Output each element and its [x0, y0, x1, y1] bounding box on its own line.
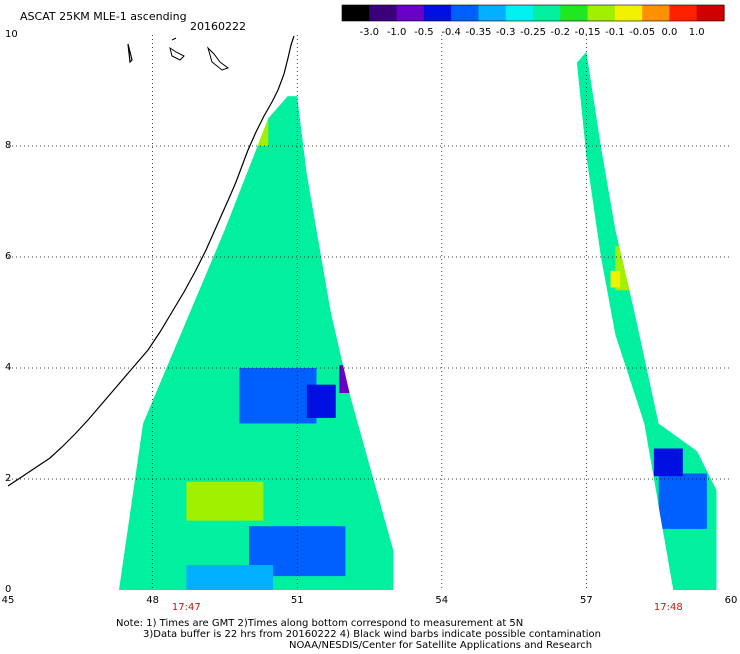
colorbar [341, 4, 725, 22]
swath-cell [239, 368, 317, 424]
coastline-island-2 [169, 46, 185, 61]
swath-cell [610, 270, 621, 288]
colorbar-bin [642, 5, 671, 21]
chart-title: ASCAT 25KM MLE-1 ascending [20, 10, 187, 23]
note-line-3: NOAA/NESDIS/Center for Satellite Applica… [289, 640, 592, 650]
swath-cell [186, 565, 274, 590]
colorbar-bin [560, 5, 589, 21]
colorbar-bin [696, 5, 725, 21]
west-swath [118, 96, 394, 590]
swath-cell [306, 384, 336, 418]
colorbar-label: -1.0 [387, 27, 407, 38]
colorbar-label: -0.1 [605, 27, 625, 38]
grid-lines [8, 35, 731, 590]
colorbar-bin [396, 5, 425, 21]
swath-cell [186, 481, 264, 521]
colorbar-label: -0.3 [496, 27, 516, 38]
colorbar-bin [614, 5, 643, 21]
note-line-1: Note: 1) Times are GMT 2)Times along bot… [116, 618, 523, 629]
coastline-island-1 [127, 43, 133, 64]
colorbar-label: -0.25 [520, 27, 546, 38]
x-tick-label: 45 [2, 595, 15, 606]
colorbar-label: -0.35 [465, 27, 491, 38]
coastline-island-4 [171, 37, 177, 41]
coastline-island-3 [206, 46, 230, 71]
colorbar-bin [533, 5, 561, 21]
x-tick-label: 60 [725, 595, 738, 606]
y-axis-ticks: 0 2 4 6 8 10 [5, 29, 18, 595]
pass-time-label: 17:47 [172, 602, 201, 613]
y-tick-label: 4 [5, 362, 11, 373]
colorbar-label: -0.2 [551, 27, 571, 38]
swath-cell [658, 473, 707, 529]
y-tick-label: 0 [5, 584, 11, 595]
colorbar-label: 1.0 [689, 27, 705, 38]
colorbar-label: -3.0 [360, 27, 380, 38]
colorbar-bin [587, 5, 616, 21]
colorbar-bin [478, 5, 507, 21]
x-tick-label: 48 [146, 595, 159, 606]
x-tick-label: 54 [435, 595, 448, 606]
colorbar-bin [669, 5, 698, 21]
x-tick-label: 51 [291, 595, 304, 606]
west-swath-base [118, 96, 394, 590]
chart-date: 20160222 [190, 20, 246, 33]
colorbar-bin [423, 5, 452, 21]
x-tick-label: 57 [580, 595, 593, 606]
colorbar-bin [451, 5, 480, 21]
pass-time-labels: 17:47 17:48 [172, 602, 683, 613]
colorbar-label: -0.05 [629, 27, 655, 38]
colorbar-bin [369, 5, 398, 21]
note-line-2: 3)Data buffer is 22 hrs from 20160222 4)… [143, 629, 601, 640]
colorbar-labels: -3.0 -1.0 -0.5 -0.4 -0.35 -0.3 -0.25 -0.2 -0.15-… [360, 27, 705, 38]
colorbar-bin [505, 5, 534, 21]
colorbar-label: -0.5 [414, 27, 434, 38]
colorbar-label: -0.4 [441, 27, 461, 38]
y-tick-label: 10 [5, 29, 18, 40]
coastline-africa [8, 35, 295, 487]
swath-cell [653, 448, 683, 477]
colorbar-border [341, 4, 725, 22]
colorbar-bin [342, 5, 370, 21]
colorbar-label: 0.0 [661, 27, 677, 38]
colorbar-label: -0.15 [575, 27, 601, 38]
pass-time-label: 17:48 [654, 602, 683, 613]
x-axis-ticks: 45 48 51 54 57 60 [2, 595, 738, 606]
y-tick-label: 6 [5, 251, 11, 262]
y-tick-label: 8 [5, 140, 11, 151]
y-tick-label: 2 [5, 473, 11, 484]
coastline [8, 35, 295, 487]
